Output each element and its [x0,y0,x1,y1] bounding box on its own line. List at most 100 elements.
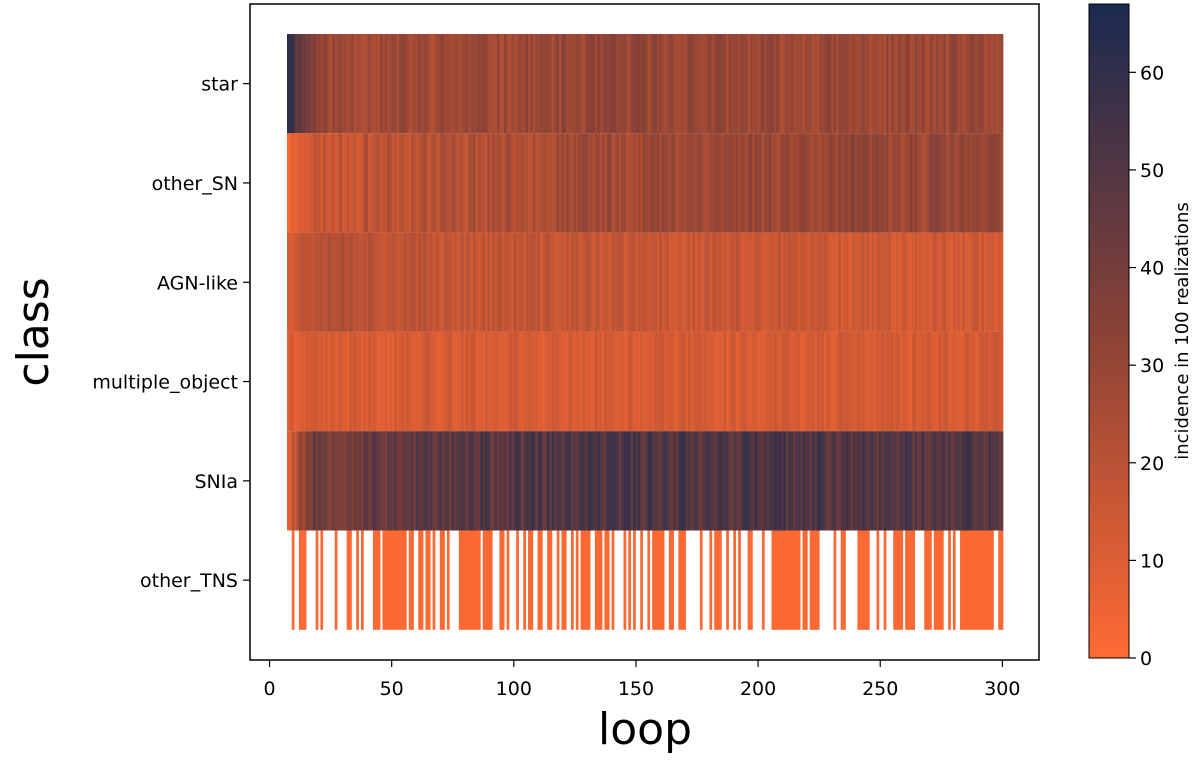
heatmap-cell [559,34,562,134]
heatmap-cell [592,431,596,531]
heatmap-cell [986,530,990,630]
heatmap-cell [590,232,593,332]
heatmap-cell [797,133,801,233]
heatmap-cell [687,133,691,233]
heatmap-cell [568,133,572,233]
heatmap-cell [487,232,491,332]
heatmap-cell [988,34,992,134]
heatmap-cell [294,331,297,432]
y-axis: starother_SNAGN-likemultiple_objectSNIao… [92,74,250,592]
y-tick-label: other_SN [152,173,238,195]
heatmap-cell [535,133,538,233]
heatmap-cell [826,232,830,332]
heatmap-cell [723,133,727,233]
heatmap-cell [497,232,500,332]
heatmap-cell [520,34,524,134]
heatmap-cell [454,34,457,134]
heatmap-cell [640,34,643,134]
heatmap-cell [900,34,904,134]
heatmap-cell [463,232,467,332]
heatmap-cell [733,331,737,432]
heatmap-cell [585,530,589,630]
heatmap-cell [979,530,982,630]
heatmap-cell [377,34,381,134]
heatmap-cell [308,232,312,332]
heatmap-cell [551,232,555,332]
heatmap-cell [327,34,331,134]
heatmap-cell [804,133,808,233]
heatmap-cell [454,331,457,432]
heatmap-cell [473,530,476,630]
heatmap-cell [466,530,469,630]
heatmap-cell [936,331,939,432]
heatmap-cell [442,133,445,233]
heatmap-cell [917,431,920,531]
heatmap-cell [370,133,374,233]
heatmap-cell [470,34,474,134]
heatmap-cell [325,232,328,332]
heatmap-cell [315,431,319,531]
heatmap-cell [372,133,376,233]
heatmap-cell [869,34,873,134]
heatmap-cell [909,331,913,432]
heatmap-cell [506,232,510,332]
heatmap-cell [597,232,601,332]
heatmap-cell [962,431,966,531]
heatmap-cell [857,34,861,134]
heatmap-cell [551,331,555,432]
heatmap-cell [888,232,892,332]
heatmap-cell [740,232,744,332]
heatmap-cell [707,331,710,432]
heatmap-cell [547,232,550,332]
heatmap-cell [318,232,321,332]
heatmap-cell [351,232,355,332]
heatmap-cell [938,431,942,531]
heatmap-cell [869,331,873,432]
heatmap-cell [871,431,875,531]
heatmap-cell [983,331,987,432]
heatmap-cell [747,34,751,134]
heatmap-cell [444,431,448,531]
heatmap-cell [1000,530,1004,630]
heatmap-cell [702,133,706,233]
heatmap-cell [501,133,505,233]
heatmap-cell [707,133,710,233]
heatmap-cell [945,331,949,432]
heatmap-cell [392,331,395,432]
heatmap-cell [542,331,546,432]
heatmap-cell [979,34,982,134]
heatmap-cell [964,530,968,630]
heatmap-cell [843,133,846,233]
heatmap-cell [387,133,390,233]
heatmap-cell [291,34,295,134]
heatmap-cell [470,133,474,233]
heatmap-cell [289,431,293,531]
x-tick-label: 100 [496,678,532,700]
heatmap-cell [499,34,503,134]
heatmap-cell [468,530,472,630]
x-tick-label: 50 [380,678,404,700]
heatmap-cell [313,232,316,332]
heatmap-cell [537,232,541,332]
heatmap-cell [372,232,376,332]
heatmap-cell [360,133,364,233]
heatmap-cell [635,34,639,134]
heatmap-cell [539,232,543,332]
heatmap-cell [843,530,846,630]
heatmap-cell [843,232,846,332]
heatmap-cell [914,133,918,233]
heatmap-cell [855,431,858,531]
heatmap-cell [735,34,739,134]
heatmap-cell [857,331,861,432]
heatmap-cell [368,34,371,134]
heatmap-cell [769,331,772,432]
heatmap-cell [597,133,601,233]
heatmap-cell [535,331,538,432]
heatmap-cell [826,331,830,432]
heatmap-cell [630,133,634,233]
heatmap-cell [384,232,388,332]
heatmap-cell [606,431,610,531]
heatmap-cell [289,232,293,332]
heatmap-cell [516,34,519,134]
heatmap-cell [983,530,987,630]
